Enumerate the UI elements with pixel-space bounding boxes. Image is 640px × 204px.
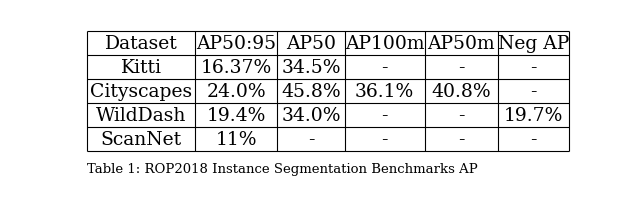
Text: -: - [381,130,388,148]
Text: 19.7%: 19.7% [504,106,563,124]
Text: 34.5%: 34.5% [282,58,341,76]
Text: -: - [458,106,465,124]
Text: 34.0%: 34.0% [282,106,341,124]
Text: Neg AP: Neg AP [498,34,569,52]
Text: AP100m: AP100m [345,34,424,52]
Text: 40.8%: 40.8% [431,82,491,100]
Text: -: - [530,82,536,100]
Text: -: - [530,58,536,76]
Text: -: - [381,106,388,124]
Text: -: - [530,130,536,148]
Text: 11%: 11% [215,130,257,148]
Text: 45.8%: 45.8% [282,82,341,100]
Text: -: - [308,130,314,148]
Text: Cityscapes: Cityscapes [90,82,192,100]
Text: AP50: AP50 [286,34,336,52]
Text: AP50:95: AP50:95 [196,34,276,52]
Text: WildDash: WildDash [96,106,186,124]
Text: Table 1: ROP2018 Instance Segmentation Benchmarks AP: Table 1: ROP2018 Instance Segmentation B… [88,162,478,175]
Text: 36.1%: 36.1% [355,82,414,100]
Text: 19.4%: 19.4% [206,106,266,124]
Text: Kitti: Kitti [120,58,161,76]
Text: -: - [458,130,465,148]
Text: 16.37%: 16.37% [200,58,272,76]
Text: -: - [458,58,465,76]
Text: 24.0%: 24.0% [206,82,266,100]
Text: -: - [381,58,388,76]
Text: ScanNet: ScanNet [100,130,182,148]
Text: AP50m: AP50m [428,34,495,52]
Text: Dataset: Dataset [105,34,177,52]
